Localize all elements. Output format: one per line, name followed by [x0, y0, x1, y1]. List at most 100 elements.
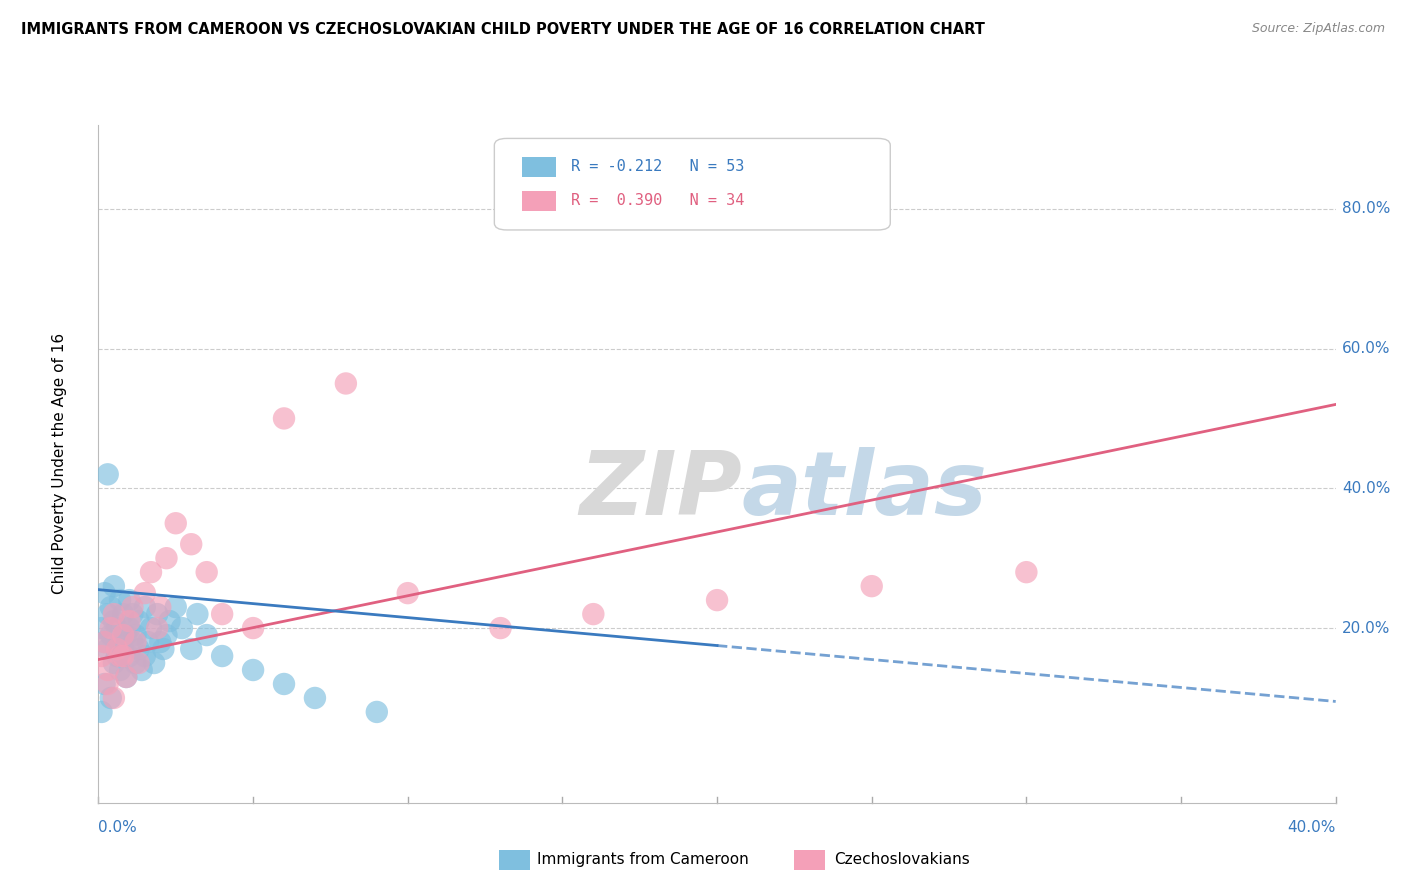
Text: Czechoslovakians: Czechoslovakians [834, 853, 970, 867]
Point [118, 621, 141, 635]
Point [97, 642, 120, 657]
Text: 0.0%: 0.0% [98, 821, 138, 835]
FancyBboxPatch shape [495, 138, 890, 230]
Point [118, 614, 141, 628]
Point [103, 607, 125, 621]
Point [304, 690, 326, 705]
Point [124, 635, 146, 649]
Point [97, 663, 120, 677]
Point [112, 607, 135, 621]
Point [186, 607, 208, 621]
Point [100, 621, 122, 635]
Point [180, 537, 202, 551]
Point [134, 586, 156, 600]
Point [134, 648, 156, 663]
Point [100, 600, 122, 615]
Point [105, 642, 128, 657]
Point [170, 621, 193, 635]
Point [195, 628, 218, 642]
Point [273, 677, 295, 691]
Point [396, 586, 419, 600]
Point [115, 670, 138, 684]
Text: 40.0%: 40.0% [1288, 821, 1336, 835]
Point [112, 628, 135, 642]
Point [128, 656, 150, 670]
Point [93, 677, 115, 691]
Point [706, 593, 728, 607]
Text: 80.0%: 80.0% [1341, 202, 1391, 216]
Point [128, 614, 150, 628]
Point [105, 621, 128, 635]
Point [159, 614, 181, 628]
Point [121, 635, 143, 649]
Point [582, 607, 605, 621]
Point [118, 648, 141, 663]
Point [131, 663, 153, 677]
Point [195, 565, 218, 579]
Point [165, 600, 187, 615]
Point [93, 635, 115, 649]
Text: IMMIGRANTS FROM CAMEROON VS CZECHOSLOVAKIAN CHILD POVERTY UNDER THE AGE OF 16 CO: IMMIGRANTS FROM CAMEROON VS CZECHOSLOVAK… [21, 22, 986, 37]
Point [93, 635, 115, 649]
Text: 20.0%: 20.0% [1341, 621, 1391, 636]
Text: 60.0%: 60.0% [1341, 341, 1391, 356]
Point [97, 467, 120, 482]
Point [139, 565, 162, 579]
Text: R = -0.212   N = 53: R = -0.212 N = 53 [571, 160, 744, 175]
Point [273, 411, 295, 425]
Point [165, 516, 187, 531]
Point [100, 690, 122, 705]
Point [115, 670, 138, 684]
Point [128, 642, 150, 657]
Point [112, 642, 135, 657]
Point [149, 635, 172, 649]
Point [139, 621, 162, 635]
Point [108, 663, 131, 677]
Point [90, 621, 112, 635]
Point [155, 551, 177, 566]
Point [124, 628, 146, 642]
Point [90, 648, 112, 663]
Point [1015, 565, 1038, 579]
FancyBboxPatch shape [522, 191, 557, 211]
Point [103, 656, 125, 670]
Point [115, 628, 138, 642]
Text: atlas: atlas [742, 448, 987, 534]
Point [108, 593, 131, 607]
Point [108, 648, 131, 663]
Text: Source: ZipAtlas.com: Source: ZipAtlas.com [1251, 22, 1385, 36]
Point [180, 642, 202, 657]
Point [105, 648, 128, 663]
Point [211, 607, 233, 621]
Point [860, 579, 883, 593]
Text: Immigrants from Cameroon: Immigrants from Cameroon [537, 853, 749, 867]
Point [118, 593, 141, 607]
Text: R =  0.390   N = 34: R = 0.390 N = 34 [571, 194, 744, 209]
Point [489, 621, 512, 635]
Text: 40.0%: 40.0% [1341, 481, 1391, 496]
Point [211, 648, 233, 663]
Point [112, 648, 135, 663]
Point [242, 663, 264, 677]
Text: Child Poverty Under the Age of 16: Child Poverty Under the Age of 16 [52, 334, 67, 594]
Point [121, 607, 143, 621]
Point [152, 642, 174, 657]
Point [242, 621, 264, 635]
Point [103, 690, 125, 705]
Point [93, 586, 115, 600]
Point [155, 628, 177, 642]
Point [90, 705, 112, 719]
Point [146, 607, 169, 621]
Point [366, 705, 388, 719]
Point [97, 677, 120, 691]
Point [108, 635, 131, 649]
Point [121, 600, 143, 615]
Point [103, 614, 125, 628]
Point [100, 628, 122, 642]
Point [136, 635, 159, 649]
Point [143, 656, 166, 670]
Point [97, 607, 120, 621]
Point [335, 376, 357, 391]
Point [124, 656, 146, 670]
FancyBboxPatch shape [522, 157, 557, 178]
